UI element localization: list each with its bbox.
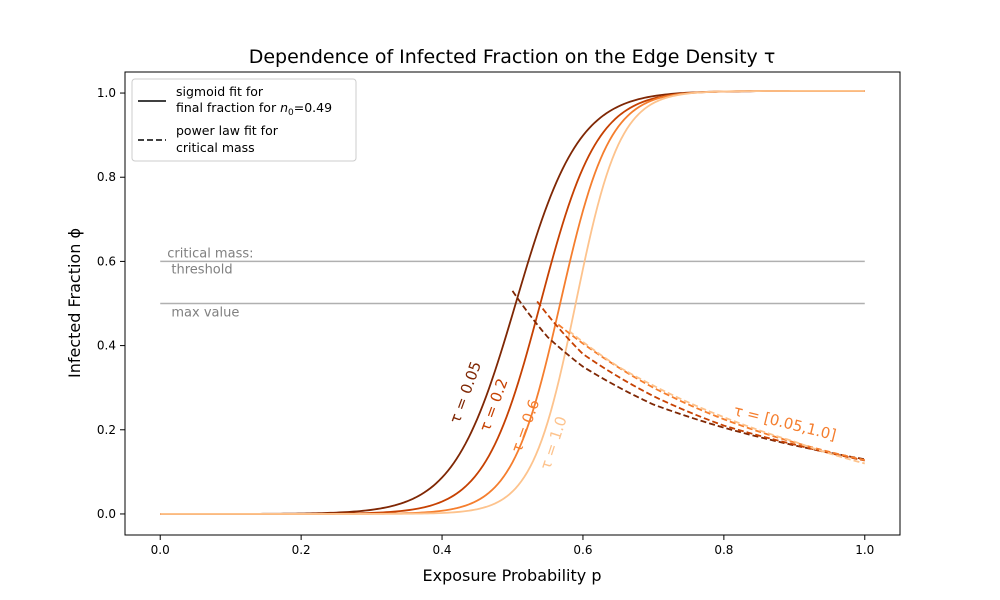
plot-frame	[124, 71, 901, 536]
y-tick-label-0: 0.0	[97, 507, 116, 521]
y-tick-label-1: 0.2	[97, 423, 116, 437]
legend-power-line2: critical mass	[176, 140, 255, 155]
x-tick-label-5: 1.0	[855, 543, 874, 557]
x-tick-label-4: 0.8	[714, 543, 733, 557]
legend-frame	[131, 78, 357, 162]
y-tick-label-5: 1.0	[97, 86, 116, 100]
series-power-4	[511, 290, 865, 461]
y-tick-label-4: 0.8	[97, 170, 116, 184]
y-tick-label-2: 0.4	[97, 339, 116, 353]
series-sigmoid-3	[160, 90, 865, 515]
legend-sigmoid-line1: sigmoid fit for	[176, 84, 264, 99]
x-tick-label-1: 0.2	[292, 543, 311, 557]
x-tick-label-3: 0.6	[573, 543, 592, 557]
axis-ticks: 0.0 0.2 0.4 0.6 0.8 1.0 0.0 0.2 0.4 0.6 0.8 1.0	[97, 86, 874, 557]
legend-power-line1: power law fit for	[176, 123, 279, 138]
legend-sigmoid-sub: 0	[288, 108, 294, 118]
series-power-7	[568, 330, 865, 465]
reference-label-1: max value	[167, 306, 239, 321]
legend-sigmoid-var: n	[280, 100, 288, 115]
x-tick-label-2: 0.4	[432, 543, 451, 557]
reference-label-0-line2: threshold	[167, 262, 232, 277]
y-tick-label-3: 0.6	[97, 254, 116, 268]
series-power-5	[536, 300, 865, 462]
legend-sigmoid-suffix: =0.49	[294, 100, 332, 115]
x-tick-label-0: 0.0	[151, 543, 170, 557]
x-axis-label: Exposure Probability p	[423, 566, 602, 585]
legend-sigmoid-line2: final fraction for n0=0.49	[176, 100, 332, 118]
legend: sigmoid fit for final fraction for n0=0.…	[131, 78, 357, 162]
reference-label-0-line1: critical mass:	[167, 246, 253, 261]
y-axis-label: Infected Fraction ϕ	[65, 228, 84, 378]
legend-sigmoid-prefix: final fraction for	[176, 100, 280, 115]
chart-title: Dependence of Infected Fraction on the E…	[249, 46, 776, 68]
series-power-6	[557, 323, 865, 461]
